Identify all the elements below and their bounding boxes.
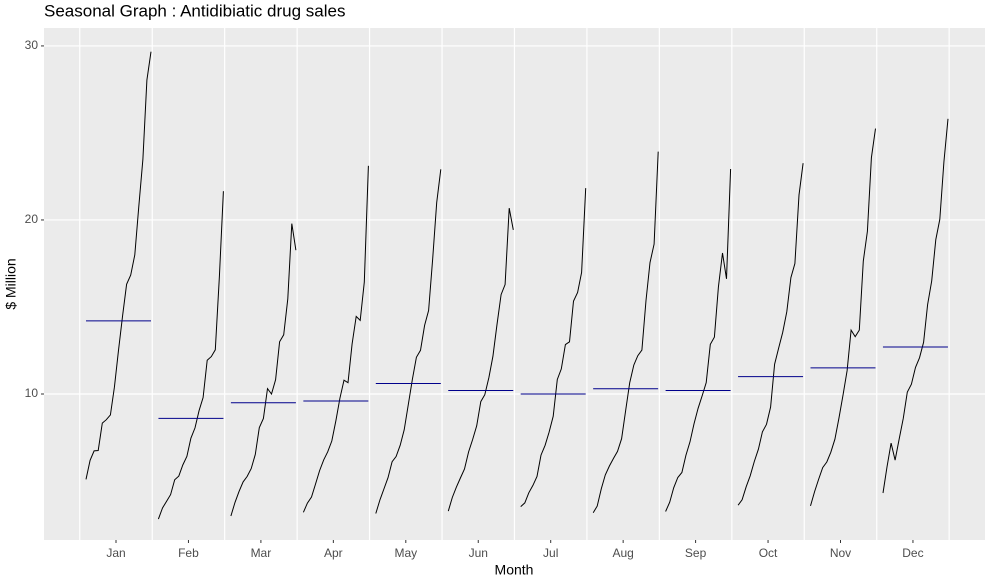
series-line (592, 151, 659, 513)
series-line (665, 168, 732, 512)
x-tick-label: Jan (106, 546, 125, 560)
x-tick-label: Mar (251, 546, 272, 560)
y-tick-label: 20 (25, 212, 39, 226)
series-line (375, 169, 442, 514)
x-axis-label: Month (495, 562, 534, 578)
x-tick-label: Feb (178, 546, 199, 560)
series-line (302, 165, 369, 513)
x-tick-label: Apr (324, 546, 343, 560)
x-tick-label: Jun (469, 546, 488, 560)
series-line (882, 118, 949, 494)
y-axis-label: $ Million (3, 258, 19, 309)
x-tick-label: Jul (543, 546, 558, 560)
series-line (520, 188, 587, 507)
x-tick-label: Sep (685, 546, 707, 560)
series-line (737, 163, 804, 506)
chart-title: Seasonal Graph : Antidibiatic drug sales (44, 1, 345, 20)
series-line (230, 223, 297, 517)
series-line (810, 128, 876, 507)
y-tick-label: 10 (25, 386, 39, 400)
x-tick-label: Nov (830, 546, 851, 560)
x-tick-label: Oct (759, 546, 778, 560)
x-tick-label: May (394, 546, 417, 560)
series-line (85, 51, 152, 480)
series-line (157, 191, 224, 520)
series-line (447, 208, 514, 512)
x-tick-label: Dec (902, 546, 923, 560)
x-tick-label: Aug (612, 546, 633, 560)
y-tick-label: 30 (25, 38, 39, 52)
